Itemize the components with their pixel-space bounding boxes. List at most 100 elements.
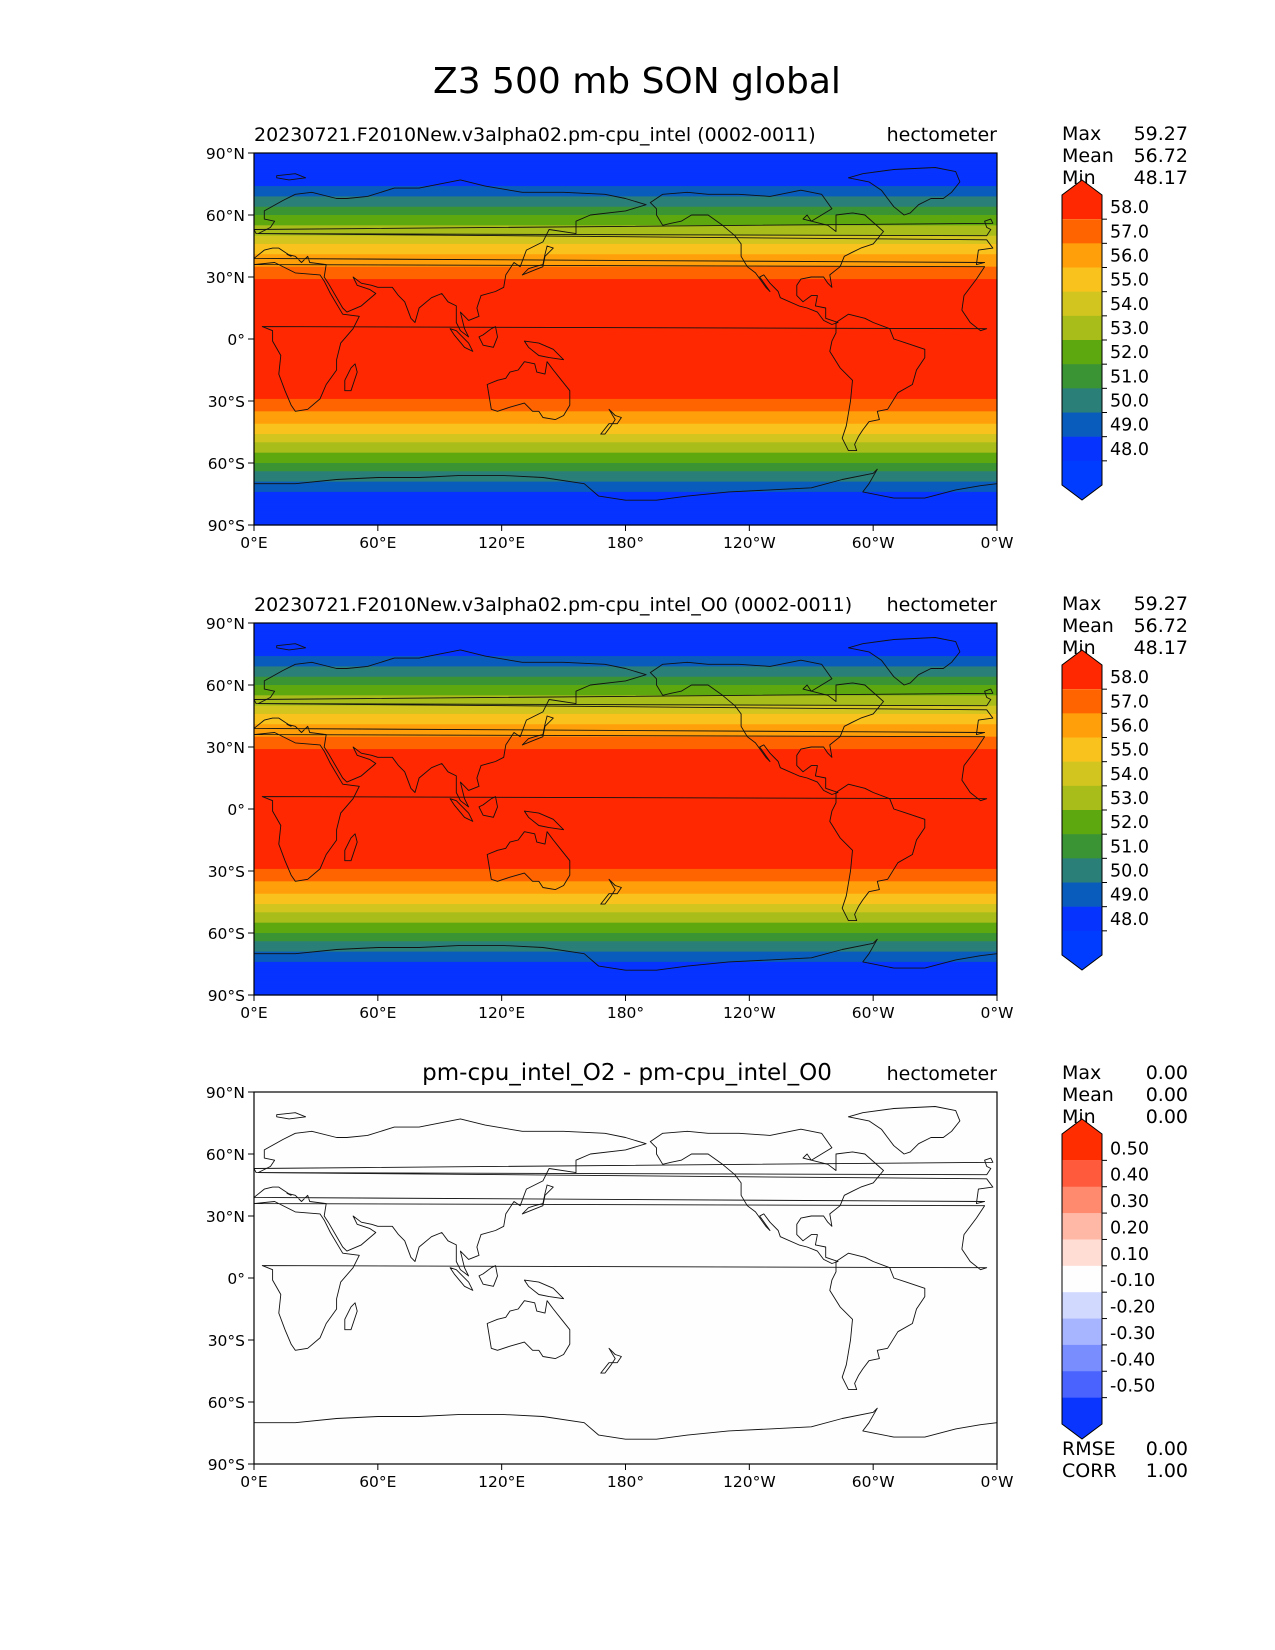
colorbar-segment bbox=[1062, 388, 1102, 413]
colorbar-tick-label: 50.0 bbox=[1110, 392, 1149, 412]
contour-band bbox=[254, 846, 997, 849]
australia-coastline bbox=[486, 831, 571, 891]
colorbar-tick-label: -0.40 bbox=[1110, 1350, 1155, 1370]
contour-band bbox=[254, 916, 997, 920]
contour-band bbox=[254, 163, 997, 166]
colorbar-tick-label: 54.0 bbox=[1110, 295, 1149, 315]
contour-band bbox=[254, 664, 997, 667]
panel-title: pm-cpu_intel_O2 - pm-cpu_intel_O0 bbox=[422, 1060, 832, 1086]
sumatra-coastline bbox=[449, 328, 474, 352]
contour-band bbox=[254, 837, 997, 841]
contour-band bbox=[254, 662, 997, 665]
contour-band bbox=[254, 448, 997, 452]
contour-band bbox=[254, 873, 997, 876]
contour-band bbox=[254, 902, 997, 905]
contour-band bbox=[254, 961, 997, 965]
contour-band bbox=[254, 175, 997, 179]
contour-band bbox=[254, 198, 997, 202]
contour-band bbox=[254, 742, 997, 746]
contour-band bbox=[254, 947, 997, 951]
contour-band bbox=[254, 481, 997, 485]
contour-band bbox=[254, 730, 997, 734]
contour-band bbox=[254, 522, 997, 526]
contour-band bbox=[254, 980, 997, 984]
contour-band bbox=[254, 283, 997, 286]
contour-band bbox=[254, 643, 997, 647]
contour-band bbox=[254, 908, 997, 911]
contour-band bbox=[254, 819, 997, 822]
contour-band bbox=[254, 159, 997, 162]
contour-band bbox=[254, 434, 997, 437]
contour-band bbox=[254, 852, 997, 856]
contour-band bbox=[254, 339, 997, 342]
colorbar-segment bbox=[1062, 713, 1102, 738]
contour-band bbox=[254, 974, 997, 977]
colorbar-tick-label: 48.0 bbox=[1110, 440, 1149, 460]
svalbard-coastline bbox=[276, 643, 307, 651]
contour-band bbox=[254, 1092, 997, 1464]
colorbar-tick-label: 53.0 bbox=[1110, 319, 1149, 339]
contour-band bbox=[254, 670, 997, 674]
x-tick-label: 120°W bbox=[723, 1004, 776, 1022]
contour-band bbox=[254, 676, 997, 680]
contour-band bbox=[254, 784, 997, 787]
borneo-coastline bbox=[478, 326, 498, 348]
contour-band bbox=[254, 405, 997, 408]
colorbar-tick-label: 52.0 bbox=[1110, 343, 1149, 363]
contour-band bbox=[254, 444, 997, 448]
contour-band bbox=[254, 469, 997, 472]
contour-band bbox=[254, 365, 997, 369]
stat-label: Mean bbox=[1062, 1084, 1114, 1106]
contour-band bbox=[254, 289, 997, 293]
contour-band bbox=[254, 806, 997, 810]
contour-band bbox=[254, 334, 997, 338]
contour-band bbox=[254, 310, 997, 313]
contour-band bbox=[254, 920, 997, 924]
contour-band bbox=[254, 479, 997, 483]
y-tick-label: 90°N bbox=[206, 615, 245, 633]
colorbar-tick-label: 0.40 bbox=[1110, 1166, 1149, 1186]
y-tick-label: 30°N bbox=[206, 739, 245, 757]
contour-band bbox=[254, 184, 997, 187]
colorbar-segment bbox=[1062, 1318, 1102, 1346]
contour-band bbox=[254, 343, 997, 346]
stat-value: 48.17 bbox=[1134, 167, 1188, 189]
contour-band bbox=[254, 266, 997, 270]
contour-band bbox=[254, 438, 997, 441]
contour-band bbox=[254, 330, 997, 334]
x-tick-label: 0°E bbox=[240, 534, 267, 552]
south-america-coastline bbox=[829, 783, 926, 922]
contour-band bbox=[254, 210, 997, 214]
contour-band bbox=[254, 966, 997, 969]
colorbar-segment bbox=[1062, 1213, 1102, 1240]
contour-band bbox=[254, 254, 997, 257]
contour-band bbox=[254, 817, 997, 820]
colorbar-tick-label: 57.0 bbox=[1110, 222, 1149, 242]
contour-band bbox=[254, 992, 997, 996]
contour-band bbox=[254, 738, 997, 742]
units-label: hectometer bbox=[887, 1063, 998, 1085]
contour-band bbox=[254, 637, 997, 641]
contour-band bbox=[254, 782, 997, 785]
contour-band bbox=[254, 829, 997, 833]
contour-band bbox=[254, 984, 997, 988]
y-tick-label: 90°S bbox=[208, 1456, 245, 1474]
x-tick-label: 0°W bbox=[981, 1473, 1014, 1491]
contour-band bbox=[254, 831, 997, 835]
contour-band bbox=[254, 417, 997, 421]
contour-band bbox=[254, 436, 997, 439]
contour-band bbox=[254, 720, 997, 723]
map-field bbox=[254, 623, 997, 996]
extra-stat-label: CORR bbox=[1062, 1460, 1117, 1482]
contour-band bbox=[254, 889, 997, 893]
madagascar-coastline bbox=[344, 363, 358, 392]
contour-band bbox=[254, 953, 997, 957]
x-tick-label: 60°E bbox=[359, 1473, 396, 1491]
contour-band bbox=[254, 285, 997, 288]
contour-band bbox=[254, 390, 997, 394]
contour-band bbox=[254, 972, 997, 975]
contour-band bbox=[254, 918, 997, 922]
contour-band bbox=[254, 899, 997, 903]
colorbar-tick-label: 58.0 bbox=[1110, 668, 1149, 688]
contour-band bbox=[254, 740, 997, 744]
